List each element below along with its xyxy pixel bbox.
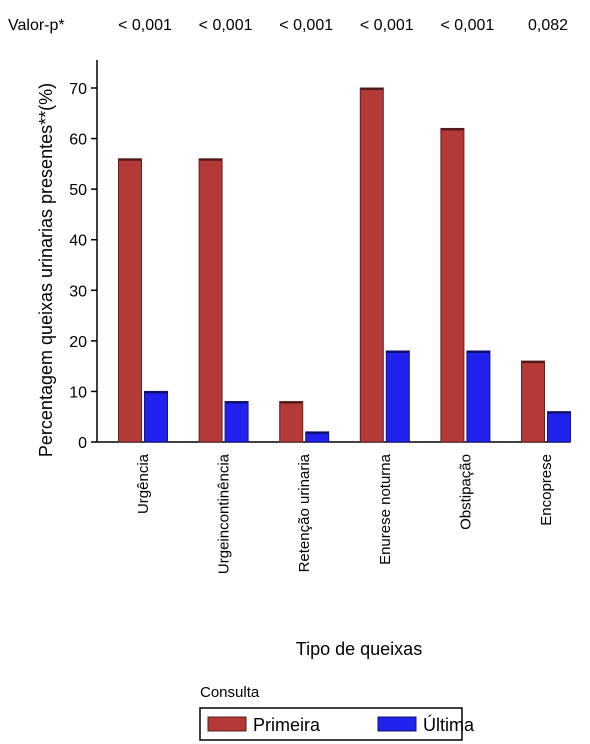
bar-ultima <box>466 350 491 443</box>
y-tick-label: 50 <box>69 182 87 199</box>
bar-primeira <box>521 360 545 443</box>
bar-primeira <box>118 158 142 443</box>
legend-label: Última <box>423 714 475 735</box>
bar-ultima <box>144 390 168 443</box>
x-tick-label: Obstipação <box>457 454 474 530</box>
bar-primeira <box>198 158 223 443</box>
bars <box>118 87 571 443</box>
y-axis-label: Percentagem queixas urinarias presentes*… <box>36 83 56 457</box>
x-tick-label: Encoprese <box>538 454 555 526</box>
p-value: < 0,001 <box>360 17 414 34</box>
p-value: < 0,001 <box>199 17 253 34</box>
y-tick-label: 60 <box>69 132 87 149</box>
legend-box <box>199 707 463 741</box>
x-tick-label: Urgeincontinência <box>216 453 233 574</box>
y-tick-label: 70 <box>69 81 87 98</box>
y-tick-label: 0 <box>78 435 87 452</box>
legend: Consulta Primeira Última <box>199 684 475 741</box>
y-ticks: 0 10 20 30 40 50 60 70 <box>69 81 97 452</box>
p-value-row: Valor-p* < 0,001 < 0,001 < 0,001 < 0,001 < 0… <box>8 17 568 34</box>
y-tick-label: 30 <box>69 283 87 300</box>
legend-swatch <box>377 716 417 732</box>
bar-primeira <box>440 127 465 443</box>
bar-ultima <box>547 411 571 443</box>
x-axis-label: Tipo de queixas <box>296 639 422 659</box>
x-tick-label: Urgência <box>135 453 152 514</box>
legend-title: Consulta <box>200 684 260 701</box>
legend-swatch <box>207 716 247 732</box>
p-value: < 0,001 <box>440 17 494 34</box>
y-tick-label: 40 <box>69 233 87 250</box>
legend-label: Primeira <box>253 715 321 735</box>
bar-ultima <box>224 401 249 443</box>
axes <box>96 60 570 443</box>
x-tick-label: Enurese noturna <box>377 453 394 565</box>
y-tick-label: 10 <box>69 384 87 401</box>
x-tick-label: Retenção urinaria <box>296 453 313 572</box>
p-value: < 0,001 <box>279 17 333 34</box>
p-value: < 0,001 <box>118 17 172 34</box>
bar-primeira <box>279 401 304 443</box>
bar-ultima <box>385 350 410 443</box>
p-value-label: Valor-p* <box>8 17 65 34</box>
bar-primeira <box>359 87 384 443</box>
x-tick-labels: Urgência Urgeincontinência Retenção urinar… <box>135 453 555 574</box>
p-value: 0,082 <box>528 17 568 34</box>
y-tick-label: 20 <box>69 334 87 351</box>
